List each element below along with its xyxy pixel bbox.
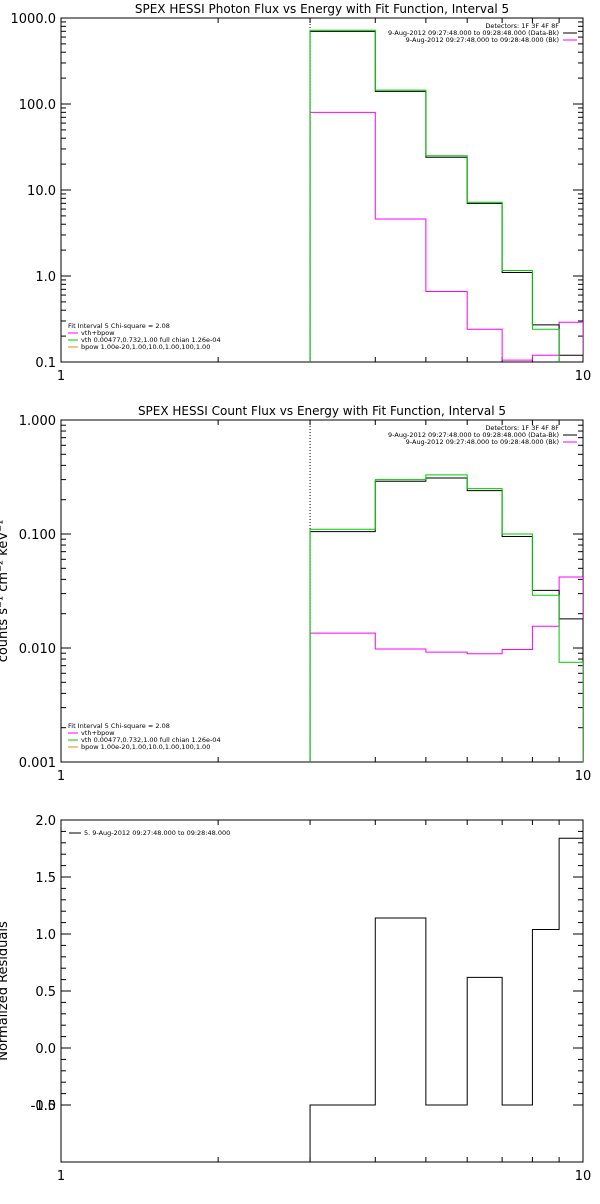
photon-ytick-label: 0.1: [35, 356, 56, 371]
count-plot-frame: [60, 419, 584, 763]
resid-plot-frame: [60, 819, 584, 1163]
count-legend-bottom-entry: vth+bpow: [81, 729, 115, 737]
count-legend-bottom: Fit Interval 5 Chi-square = 2.08vth+bpow…: [68, 722, 221, 751]
resid-xtick-label: 1: [57, 1169, 65, 1184]
count-legend-bottom-entry: vth 0.00477,0.732,1.00 full chian 1.26e-…: [81, 736, 221, 744]
photon-legend-top-entry: 9-Aug-2012 09:27:48.000 to 09:28:48.000 …: [388, 29, 559, 37]
count-legend-bottom-entry: Fit Interval 5 Chi-square = 2.08: [68, 722, 170, 730]
resid-ytick-label: 0.5: [35, 985, 56, 1000]
count-panel: SPEX HESSI Count Flux vs Energy with Fit…: [0, 404, 591, 784]
resid-ylabel: Normalized Residuals: [0, 921, 11, 1061]
photon-ytick-label: 1.0: [35, 270, 56, 285]
photon-legend-top-entry: 9-Aug-2012 09:27:48.000 to 09:28:48.000 …: [406, 36, 559, 44]
resid-series-residuals: [309, 837, 583, 1162]
photon-title: SPEX HESSI Photon Flux vs Energy with Fi…: [135, 2, 509, 16]
photon-legend-bottom: Fit Interval 5 Chi-square = 2.08vth+bpow…: [68, 322, 221, 351]
photon-series-fit: [309, 29, 583, 362]
count-ytick-label: 0.001: [19, 756, 56, 771]
photon-ytick-label: 10.0: [27, 184, 56, 199]
count-title: SPEX HESSI Count Flux vs Energy with Fit…: [138, 404, 506, 418]
count-ytick-label: 1.000: [19, 414, 56, 429]
resid-xtick-label: 10: [575, 1169, 592, 1184]
count-xtick-label: 1: [57, 769, 65, 784]
count-legend-top-entry: 9-Aug-2012 09:27:48.000 to 09:28:48.000 …: [388, 431, 559, 439]
count-xtick-label: 10: [575, 769, 592, 784]
resid-ytick-label: -0.5: [31, 1099, 56, 1114]
count-legend-bottom-entry: bpow 1.00e-20,1.00,10.0,1.00,100,1.00: [81, 743, 210, 751]
resid-ytick-label: 1.0: [35, 928, 56, 943]
count-ytick-label: 0.100: [19, 528, 56, 543]
count-series-fit: [309, 474, 583, 762]
count-legend-top-entry: Detectors: 1F 3F 4F 8F: [485, 424, 559, 432]
count-series-bk: [309, 576, 583, 762]
photon-plot-frame: [60, 17, 584, 363]
resid-ytick-label: 1.5: [35, 871, 56, 886]
photon-xtick-label: 1: [57, 369, 65, 384]
count-legend-top: Detectors: 1F 3F 4F 8F9-Aug-2012 09:27:4…: [388, 424, 577, 446]
photon-series-data: [309, 30, 583, 362]
count-series-data: [309, 477, 583, 762]
photon-legend-bottom-entry: vth+bpow: [81, 329, 115, 337]
photon-xtick-label: 10: [575, 369, 592, 384]
photon-legend-bottom-entry: Fit Interval 5 Chi-square = 2.08: [68, 322, 170, 330]
resid-ytick-label: 2.0: [35, 814, 56, 829]
photon-legend-bottom-entry: vth 0.00477,0.732,1.00 full chian 1.26e-…: [81, 336, 221, 344]
resid-panel: Normalized Residuals 1 10 -1.0-0.5 0.0 0.5 1.0…: [0, 814, 591, 1184]
count-ytick-label: 0.010: [19, 642, 56, 657]
resid-ytick-label: 0.0: [35, 1042, 56, 1057]
resid-legend-entry: 5. 9-Aug-2012 09:27:48.000 to 09:28:48.0…: [84, 829, 230, 837]
photon-legend-bottom-entry: bpow 1.00e-20,1.00,10.0,1.00,100,1.00: [81, 343, 210, 351]
photon-ytick-label: 1000.0: [11, 12, 57, 27]
count-legend-top-entry: 9-Aug-2012 09:27:48.000 to 09:28:48.000 …: [406, 438, 559, 446]
count-ylabel: counts s⁻¹ cm⁻² keV⁻¹: [0, 520, 11, 663]
resid-ytick-label: -1.0: [31, 1099, 56, 1114]
photon-legend-top: Detectors: 1F 3F 4F 8F9-Aug-2012 09:27:4…: [388, 22, 577, 44]
photon-panel: SPEX HESSI Photon Flux vs Energy with Fi…: [11, 2, 592, 384]
photon-legend-top-entry: Detectors: 1F 3F 4F 8F: [485, 22, 559, 30]
photon-ytick-label: 100.0: [19, 98, 56, 113]
